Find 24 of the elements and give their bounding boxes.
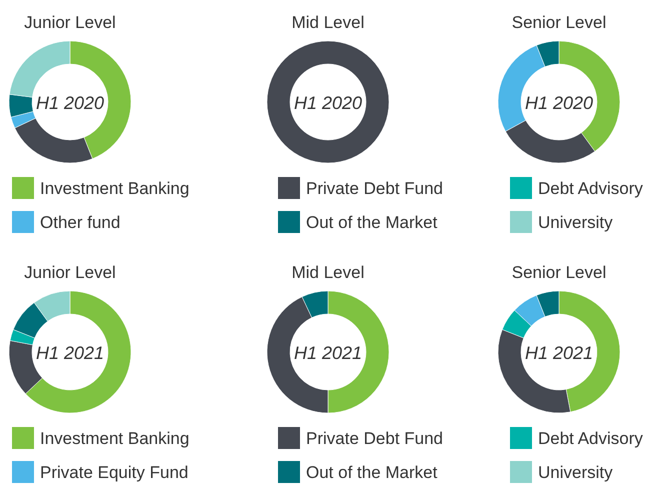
slice-label: Junior Level: [24, 263, 116, 282]
slice-label: Senior Level: [512, 13, 606, 32]
legend-label: Private Equity Fund: [40, 463, 188, 482]
legend-label: University: [538, 463, 614, 482]
legend-label: Private Debt Fund: [306, 179, 444, 198]
text: H1 2021: [524, 343, 594, 363]
legend-label: Investment Banking: [40, 179, 190, 198]
legend-label: Other fund: [40, 213, 120, 232]
text: H1 2021: [294, 343, 362, 363]
legend-label: Out of the Market: [306, 213, 438, 232]
legend-label: Private Debt Fund: [306, 429, 444, 448]
text: H1 2020: [294, 93, 362, 113]
legend-label: Out of the Market: [306, 463, 438, 482]
slice-label: Mid Level: [292, 13, 364, 32]
slice-label: Junior Level: [24, 13, 116, 32]
text: H1 2020: [36, 93, 104, 113]
text: H1 2020: [524, 93, 594, 113]
legend-label: University: [538, 213, 614, 232]
legend-label: Debt Advisory: [538, 429, 644, 448]
slice-label: Senior Level: [512, 263, 606, 282]
text: H1 2021: [36, 343, 104, 363]
legend-label: Debt Advisory: [538, 179, 644, 198]
slice-label: Mid Level: [292, 263, 364, 282]
legend-label: Investment Banking: [40, 429, 190, 448]
